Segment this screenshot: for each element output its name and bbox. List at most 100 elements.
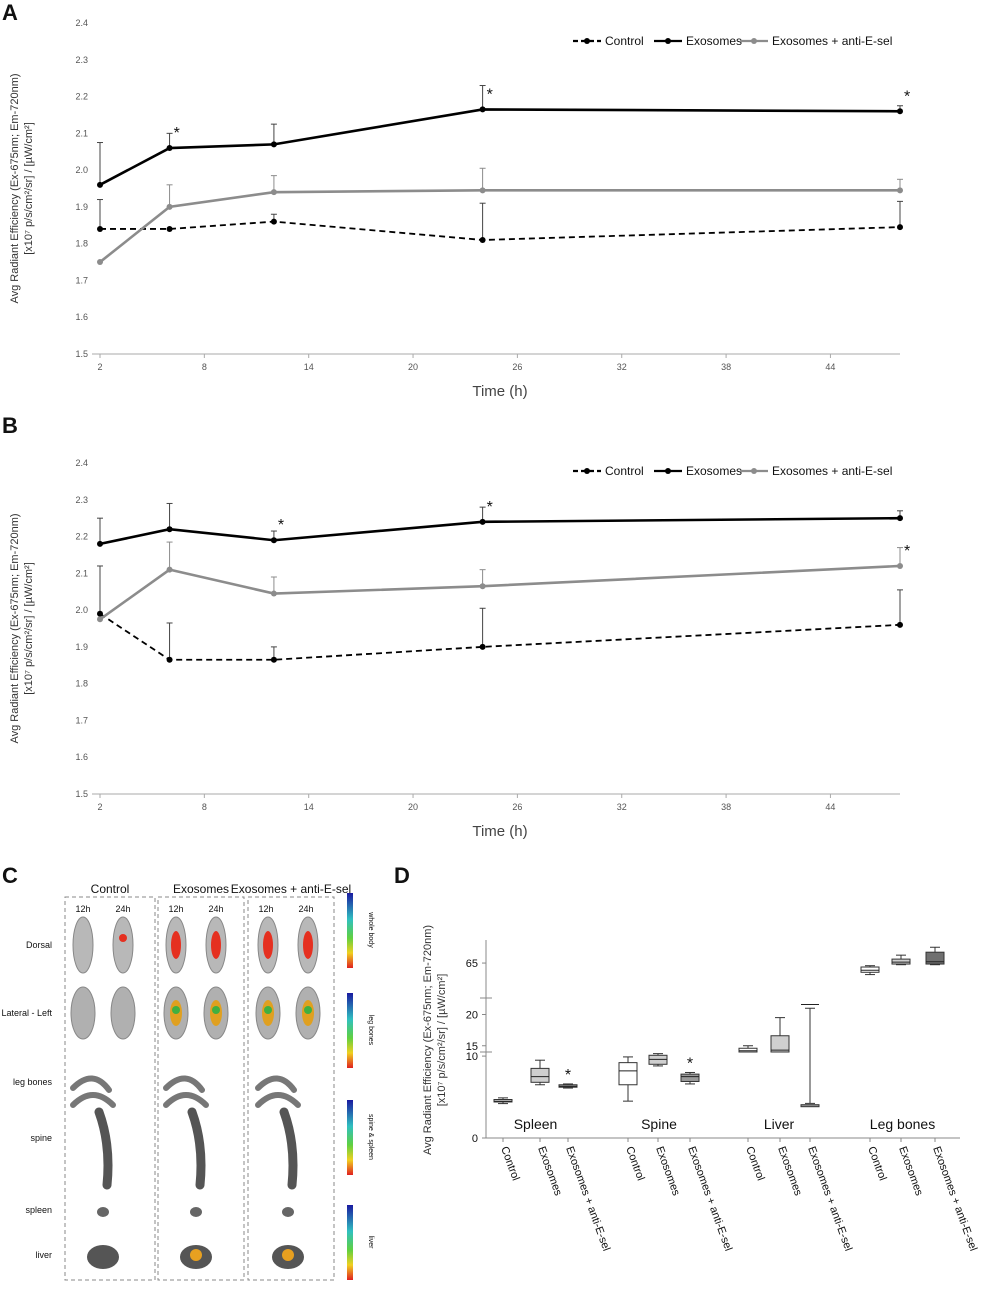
significance-star: * (278, 517, 284, 534)
group-frame (157, 896, 245, 1281)
x-axis-title: Time (h) (472, 823, 527, 840)
row-label: Dorsal (26, 940, 52, 950)
y-tick-label: 2.2 (75, 92, 88, 102)
signal-hotspot (172, 1006, 180, 1014)
data-point-control (166, 225, 173, 232)
colorbar-label: whole body (367, 911, 374, 948)
data-point-anti (270, 189, 277, 196)
leg-bone-image (255, 1075, 297, 1093)
y-tick-label: 2.3 (75, 55, 88, 65)
signal-hotspot (190, 1249, 202, 1261)
mouse-lateral-image (110, 986, 136, 1040)
timepoint-label: 24h (208, 904, 223, 914)
significance-star: * (487, 86, 493, 103)
colorbar (347, 1100, 353, 1175)
x-tick-label: 2 (97, 362, 102, 372)
leg-bone-image (255, 1092, 301, 1108)
timepoint-label: 12h (75, 904, 90, 914)
x-axis-title: Time (h) (472, 383, 527, 400)
x-tick-label: 26 (512, 362, 522, 372)
y-tick-label: 2.1 (75, 568, 88, 578)
y-tick-label: 1.8 (75, 239, 88, 249)
box-body (618, 1062, 638, 1086)
spine-image (187, 1107, 206, 1190)
y-tick-label: 2.0 (75, 165, 88, 175)
y-axis-title: Avg Radiant Efficiency (Ex-675nm; Em-720… (9, 73, 21, 303)
series-line-control (100, 220, 901, 241)
data-point-anti (897, 187, 903, 194)
y-tick-label: 2.0 (75, 605, 88, 615)
timepoint-label: 24h (115, 904, 130, 914)
category-label: Exosomes + anti-E-sel (805, 1145, 854, 1253)
significance-star: * (687, 1055, 693, 1072)
timepoint-label: 12h (258, 904, 273, 914)
data-point-exosomes (270, 537, 277, 544)
panel-label-a: A (2, 0, 18, 25)
series-line-anti (99, 564, 901, 621)
data-point-exosomes (166, 526, 173, 533)
spleen-image (282, 1207, 294, 1217)
legend-label-exosomes: Exosomes (686, 34, 742, 48)
x-tick-label: 20 (408, 802, 418, 812)
series-line-exosomes (99, 108, 901, 186)
legend-label-anti: Exosomes + anti-E-sel (772, 34, 892, 48)
group-label: Leg bones (870, 1116, 935, 1132)
category-label: Exosomes + anti-E-sel (685, 1145, 734, 1253)
y-tick-label: 1.5 (75, 789, 88, 799)
y-tick-label: 1.6 (75, 752, 88, 762)
category-label: Control (498, 1145, 521, 1182)
data-point-exosomes (97, 181, 103, 188)
category-label: Exosomes (896, 1145, 925, 1198)
y-axis-title: Avg Radiant Efficiency (Ex-675nm; Em-720… (9, 513, 21, 743)
data-point-exosomes (270, 141, 277, 148)
x-tick-label: 44 (825, 362, 835, 372)
y-tick-label: 0 (472, 1133, 478, 1145)
category-label: Exosomes + anti-E-sel (930, 1145, 979, 1253)
row-label: spine (30, 1133, 52, 1143)
y-tick-label: 1.9 (75, 642, 88, 652)
colorbar-label: liver (367, 1236, 374, 1250)
legend-label-exosomes: Exosomes (686, 464, 742, 478)
x-tick-label: 8 (202, 362, 207, 372)
data-point-control (479, 236, 486, 243)
x-tick-label: 8 (202, 802, 207, 812)
leg-bone-image (70, 1092, 116, 1108)
data-point-exosomes (479, 518, 486, 525)
signal-hotspot (263, 931, 273, 959)
significance-star: * (904, 88, 910, 105)
data-point-exosomes (97, 540, 103, 547)
y-axis-title: [x10⁷ p/s/cm²/sr] / [µW/cm²] (23, 562, 35, 695)
mouse-dorsal-image (72, 916, 94, 974)
colorbar (347, 1205, 353, 1280)
liver-image (87, 1245, 119, 1269)
data-point-anti (270, 590, 277, 597)
y-tick-label: 15 (466, 1041, 478, 1053)
y-tick-label: 2.2 (75, 532, 88, 542)
y-tick-label: 1.6 (75, 312, 88, 322)
legend-marker-exosomes (665, 38, 671, 44)
group-label: Spleen (514, 1116, 558, 1132)
x-tick-label: 32 (617, 362, 627, 372)
legend-marker-anti (751, 38, 757, 44)
data-point-control (97, 610, 103, 617)
data-point-exosomes (897, 108, 903, 115)
data-point-exosomes (897, 515, 903, 522)
signal-hotspot (212, 1006, 220, 1014)
legend-marker-exosomes (665, 468, 671, 474)
category-label: Control (623, 1145, 646, 1182)
data-point-anti (479, 583, 486, 590)
data-point-control (270, 656, 277, 663)
row-label: Lateral - Left (1, 1008, 52, 1018)
x-tick-label: 20 (408, 362, 418, 372)
leg-bone-image (163, 1075, 205, 1093)
colorbar-label: leg bones (367, 1015, 374, 1046)
chart-b-line-plot: 1.5 1.6 1.7 1.8 1.9 2.0 2.1 2.2 2.3 2.4 2 8 14 20 26 32… (9, 458, 910, 840)
data-point-anti (97, 259, 103, 266)
legend-marker-control (584, 468, 590, 474)
signal-hotspot (303, 931, 313, 959)
category-label: Exosomes + anti-E-sel (563, 1145, 612, 1253)
data-point-control (166, 656, 173, 663)
x-tick-label: 38 (721, 362, 731, 372)
signal-hotspot (211, 931, 221, 959)
